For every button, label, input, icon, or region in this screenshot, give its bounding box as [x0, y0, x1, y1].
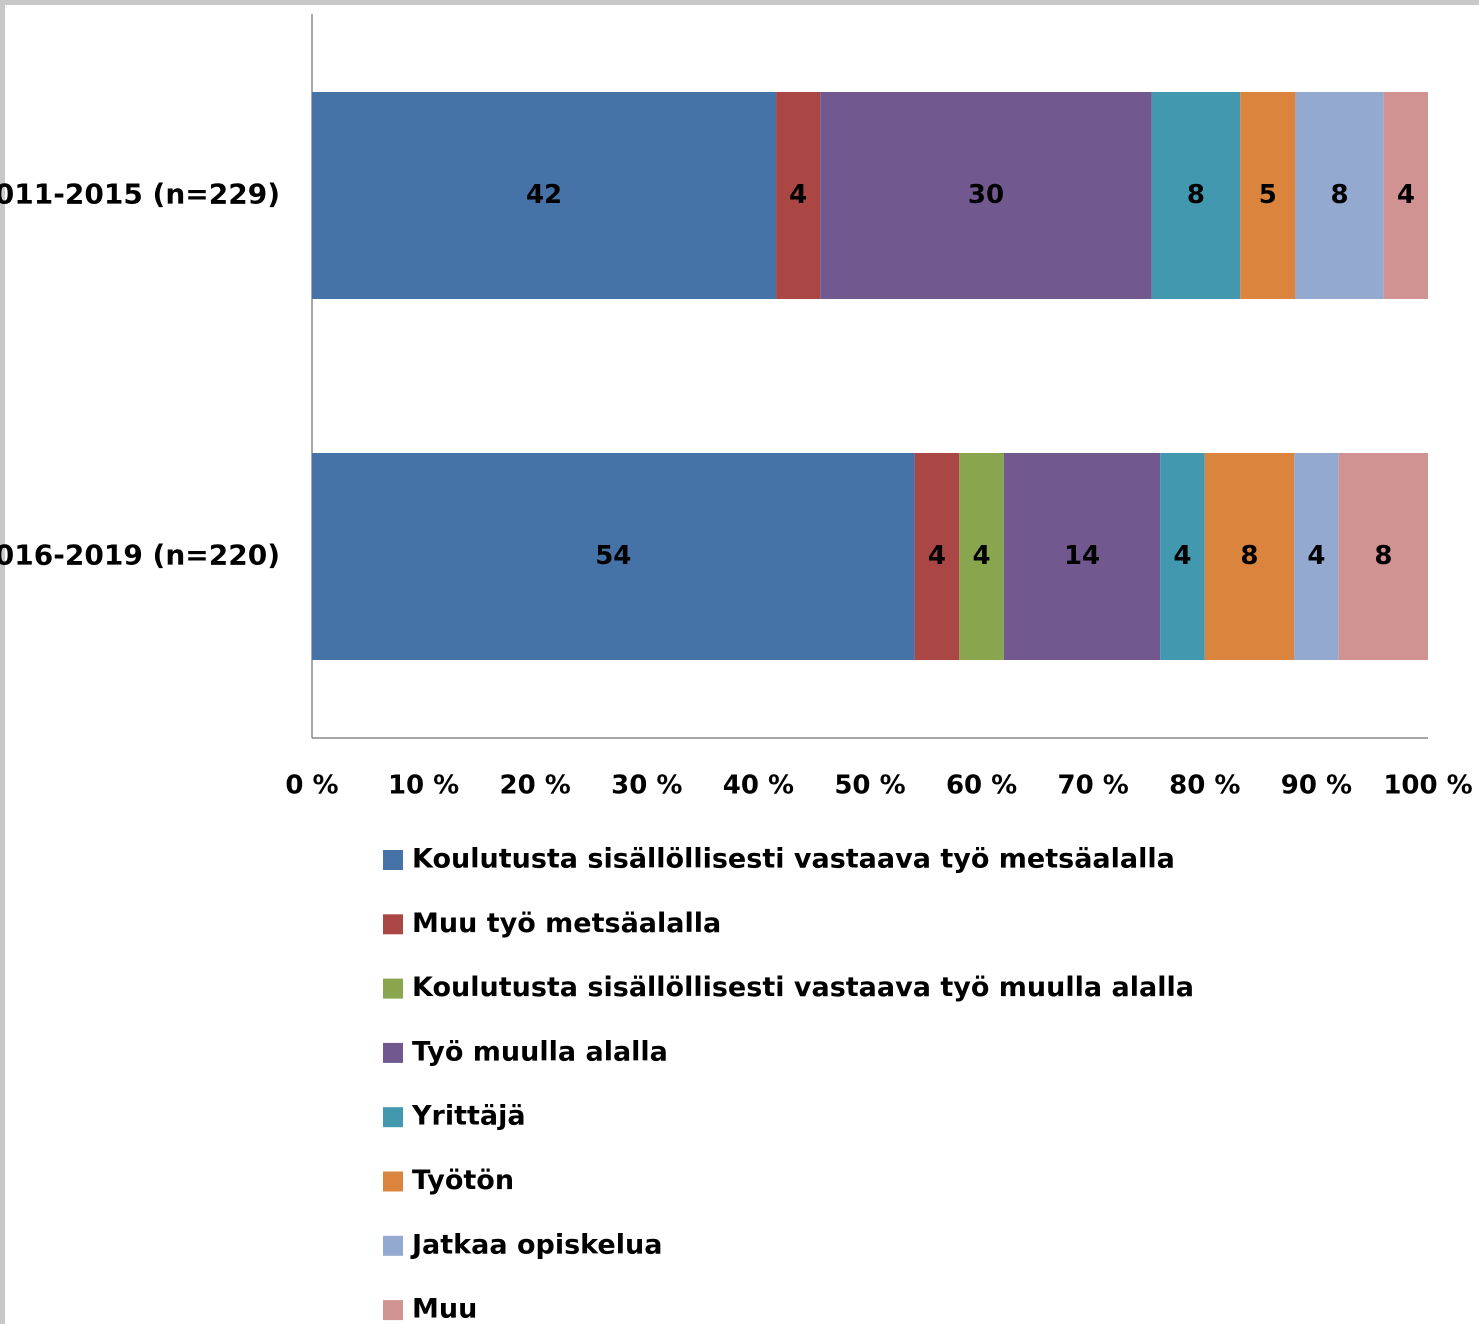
y-tick-label: 2016-2019 (n=220) [0, 539, 280, 572]
frame-left [0, 0, 5, 1324]
data-label: 4 [928, 541, 946, 571]
bar-segment [914, 453, 960, 660]
bar-segment [1151, 92, 1241, 299]
legend-label: Koulutusta sisällöllisesti vastaava työ … [412, 844, 1175, 875]
data-label: 5 [1259, 180, 1277, 210]
bar-segment [1003, 453, 1161, 660]
data-label: 30 [968, 180, 1004, 210]
data-label: 4 [789, 180, 807, 210]
x-tick-label: 90 % [1281, 771, 1352, 801]
legend-swatch [383, 850, 403, 870]
legend-label: Muu [412, 1294, 477, 1324]
bar-segment [820, 92, 1152, 299]
data-label: 4 [1397, 180, 1415, 210]
x-tick-label: 60 % [946, 771, 1017, 801]
x-tick-label: 70 % [1058, 771, 1129, 801]
bar-segment [312, 92, 777, 299]
x-tick-label: 10 % [388, 771, 459, 801]
legend-swatch [383, 1300, 403, 1321]
frame-top [0, 0, 1479, 5]
bar-segment [1240, 92, 1296, 299]
legend-label: Koulutusta sisällöllisesti vastaava työ … [412, 972, 1194, 1003]
y-tick-label: 2011-2015 (n=229) [0, 178, 280, 211]
legend-swatch [383, 978, 403, 999]
bar-segment [959, 453, 1004, 660]
data-label: 4 [973, 541, 991, 571]
legend-label: Jatkaa opiskelua [410, 1229, 662, 1260]
legend-label: Muu työ metsäalalla [412, 908, 721, 939]
legend-swatch [383, 1042, 403, 1063]
data-label: 4 [1173, 541, 1191, 571]
legend-label: Työ muulla alalla [412, 1036, 668, 1067]
data-label: 8 [1374, 541, 1392, 571]
x-tick-label: 50 % [834, 771, 905, 801]
data-label: 42 [526, 180, 562, 210]
x-tick-label: 80 % [1169, 771, 1240, 801]
data-label: 4 [1307, 541, 1325, 571]
legend-swatch [383, 1235, 403, 1256]
bar-segment [312, 453, 915, 660]
x-tick-label: 100 % [1383, 771, 1472, 801]
bar-segment [776, 92, 821, 299]
legend-label: Yrittäjä [411, 1101, 526, 1132]
data-label: 54 [595, 541, 631, 571]
bar-segment [1383, 92, 1428, 299]
bar-segment [1294, 453, 1339, 660]
bar-segment [1204, 453, 1295, 660]
bar-segment [1295, 92, 1384, 299]
legend-swatch [383, 1107, 403, 1128]
x-tick-label: 0 % [285, 771, 338, 801]
data-label: 8 [1331, 180, 1349, 210]
bar-segment [1160, 453, 1205, 660]
legend-swatch [383, 914, 403, 935]
bar-segment [1338, 453, 1428, 660]
data-label: 8 [1187, 180, 1205, 210]
legend-swatch [383, 1171, 403, 1192]
x-tick-label: 30 % [611, 771, 682, 801]
legend-label: Työtön [412, 1165, 514, 1196]
data-label: 8 [1240, 541, 1258, 571]
x-tick-label: 40 % [723, 771, 794, 801]
data-label: 14 [1064, 541, 1100, 571]
x-tick-label: 20 % [500, 771, 571, 801]
